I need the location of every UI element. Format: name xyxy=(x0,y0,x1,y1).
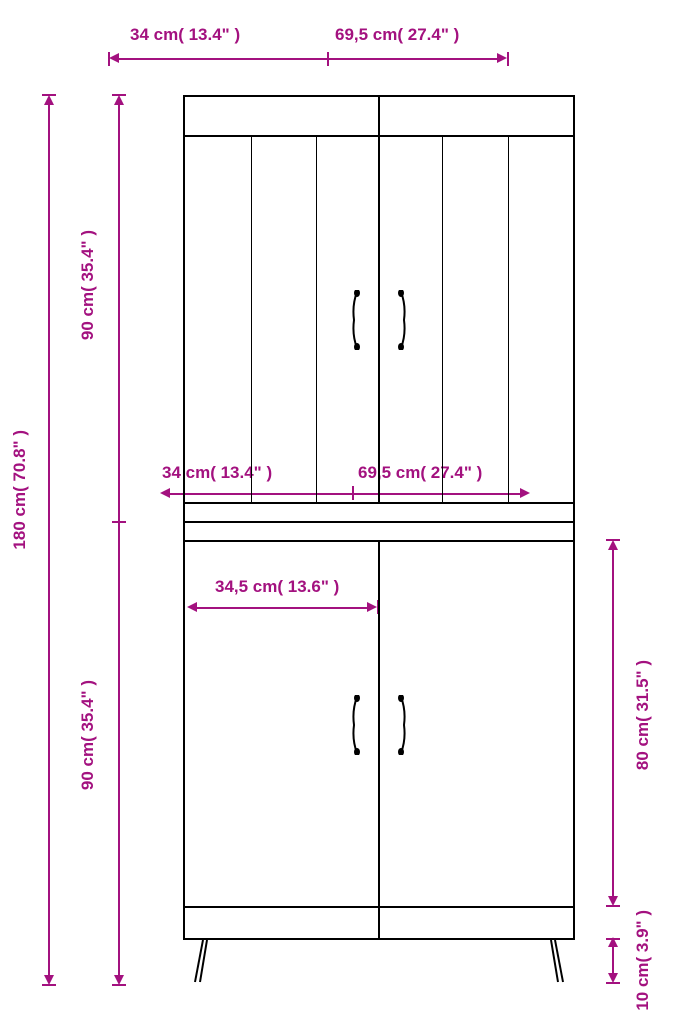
dim-total-height: 180 cm( 70.8" ) xyxy=(10,430,30,550)
arrow xyxy=(44,95,54,105)
dim-top-depth: 34 cm( 13.4" ) xyxy=(130,25,240,45)
dim-upper-height: 90 cm( 35.4" ) xyxy=(78,230,98,340)
dim-mid-line xyxy=(165,493,525,495)
panel xyxy=(251,135,252,502)
tick xyxy=(606,905,620,907)
handle-icon xyxy=(352,290,362,350)
arrow xyxy=(160,488,170,498)
rail xyxy=(183,502,575,504)
arrow xyxy=(367,602,377,612)
tick xyxy=(606,938,620,940)
dim-left2-line xyxy=(118,100,120,980)
cab-right xyxy=(573,95,575,940)
dim-right-80 xyxy=(612,545,614,901)
arrow xyxy=(608,540,618,550)
dim-lower-height: 90 cm( 35.4" ) xyxy=(78,680,98,790)
tick xyxy=(42,94,56,96)
dim-door-line xyxy=(192,607,372,609)
diagram-canvas: 34 cm( 13.4" ) 69,5 cm( 27.4" ) 180 cm( … xyxy=(0,0,683,1020)
handle-icon xyxy=(396,695,406,755)
panel xyxy=(508,135,509,502)
tick xyxy=(507,52,509,66)
dim-top-width: 69,5 cm( 27.4" ) xyxy=(335,25,459,45)
dim-mid-width: 69,5 cm( 27.4" ) xyxy=(358,463,482,483)
center-upper xyxy=(378,95,380,502)
arrow xyxy=(187,602,197,612)
handle-icon xyxy=(396,290,406,350)
legs xyxy=(183,940,575,985)
panel xyxy=(442,135,443,502)
tick xyxy=(42,984,56,986)
dim-top-line xyxy=(114,58,502,60)
tick xyxy=(352,486,354,500)
tick xyxy=(108,52,110,66)
dim-door-width: 34,5 cm( 13.6" ) xyxy=(215,577,339,597)
cab-left xyxy=(183,95,185,940)
tick xyxy=(112,521,126,523)
tick xyxy=(606,539,620,541)
handle-icon xyxy=(352,695,362,755)
tick xyxy=(112,984,126,986)
rail xyxy=(183,521,575,523)
dim-leg-height: 10 cm( 3.9" ) xyxy=(633,910,653,1011)
dim-door-height: 80 cm( 31.5" ) xyxy=(633,660,653,770)
arrow xyxy=(109,53,119,63)
tick xyxy=(606,982,620,984)
panel xyxy=(316,135,317,502)
tick xyxy=(327,52,329,66)
arrow xyxy=(114,95,124,105)
center-lower xyxy=(378,540,380,940)
arrow xyxy=(520,488,530,498)
dim-left-line xyxy=(48,100,50,980)
dim-mid-depth: 34 cm( 13.4" ) xyxy=(162,463,272,483)
arrow xyxy=(497,53,507,63)
tick xyxy=(112,94,126,96)
